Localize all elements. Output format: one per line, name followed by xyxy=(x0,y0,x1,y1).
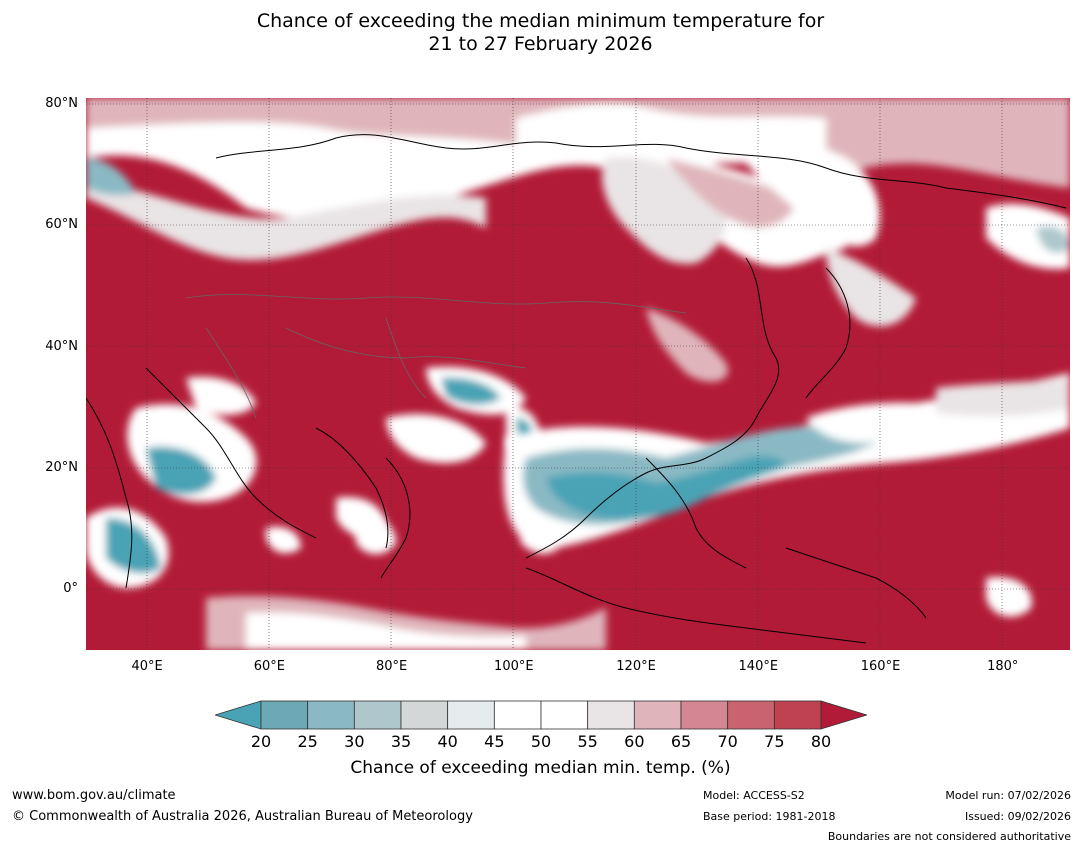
lat-tick-label: 20°N xyxy=(45,460,78,476)
country-boundaries xyxy=(185,294,687,419)
graticule xyxy=(86,98,1070,650)
colorbar-segment xyxy=(727,700,775,730)
footer-model: Model: ACCESS-S2 xyxy=(703,789,805,802)
colorbar-tick-label: 20 xyxy=(250,732,272,751)
lat-tick-label: 40°N xyxy=(45,338,78,354)
colorbar-tick-label: 30 xyxy=(344,732,365,751)
lon-tick-label: 40°E xyxy=(131,659,163,674)
lat-tick-label: 80°N xyxy=(45,96,78,112)
lon-tick-label: 180° xyxy=(987,659,1019,674)
colorbar-tick-label: 70 xyxy=(717,732,738,751)
colorbar-segment xyxy=(773,700,822,730)
footer-disclaimer: Boundaries are not considered authoritat… xyxy=(827,830,1071,843)
colorbar-high-extension xyxy=(820,700,867,730)
colorbar-tick-label: 55 xyxy=(577,732,598,751)
colorbar-segment xyxy=(447,700,495,730)
footer-website[interactable]: www.bom.gov.au/climate xyxy=(12,788,176,803)
colorbar xyxy=(215,700,867,730)
map-title: Chance of exceeding the median minimum t… xyxy=(0,10,1081,56)
footer-base-period: Base period: 1981-2018 xyxy=(703,810,836,823)
footer-model-run: Model run: 07/02/2026 xyxy=(945,789,1071,802)
colorbar-tick-label: 50 xyxy=(530,732,552,751)
tropical-pacific-band xyxy=(206,373,1070,650)
lon-tick-label: 160°E xyxy=(860,659,901,674)
colorbar-segment xyxy=(540,700,589,730)
colorbar-segment xyxy=(260,700,309,730)
lon-tick-label: 100°E xyxy=(494,659,534,674)
colorbar-tick-label: 80 xyxy=(810,732,832,751)
coastlines xyxy=(86,134,1067,644)
colorbar-tick-label: 35 xyxy=(390,732,412,751)
colorbar-tick-label: 40 xyxy=(437,732,458,751)
colorbar-segment xyxy=(400,700,449,730)
title-line-2: 21 to 27 February 2026 xyxy=(428,33,653,55)
colorbar-segment xyxy=(633,700,682,730)
lon-tick-label: 140°E xyxy=(738,659,779,674)
title-line-1: Chance of exceeding the median minimum t… xyxy=(256,10,825,32)
colorbar-tick-label: 65 xyxy=(670,732,692,751)
lon-tick-label: 60°E xyxy=(253,659,285,674)
colorbar-label: Chance of exceeding median min. temp. (%… xyxy=(350,758,731,778)
colorbar-segment xyxy=(680,700,729,730)
lon-tick-label: 120°E xyxy=(616,659,656,674)
colorbar-segment xyxy=(587,700,635,730)
lon-tick-label: 80°E xyxy=(375,659,408,674)
colorbar-tick-label: 45 xyxy=(484,732,505,751)
footer-copyright: © Commonwealth of Australia 2026, Austra… xyxy=(12,809,473,824)
colorbar-tick-label: 75 xyxy=(764,732,785,751)
colorbar-tick-label: 60 xyxy=(624,732,645,751)
southwest-asia-patches xyxy=(86,366,541,588)
colorbar-segment xyxy=(493,700,542,730)
lat-tick-label: 0° xyxy=(63,581,78,597)
colorbar-segment xyxy=(353,700,402,730)
footer-issued: Issued: 09/02/2026 xyxy=(964,810,1071,823)
colorbar-tick-label: 25 xyxy=(297,732,318,751)
colorbar-low-extension xyxy=(215,700,262,730)
northern-band xyxy=(86,98,1070,382)
lat-tick-label: 60°N xyxy=(45,217,78,233)
colorbar-segment xyxy=(307,700,355,730)
probability-map xyxy=(86,98,1070,650)
